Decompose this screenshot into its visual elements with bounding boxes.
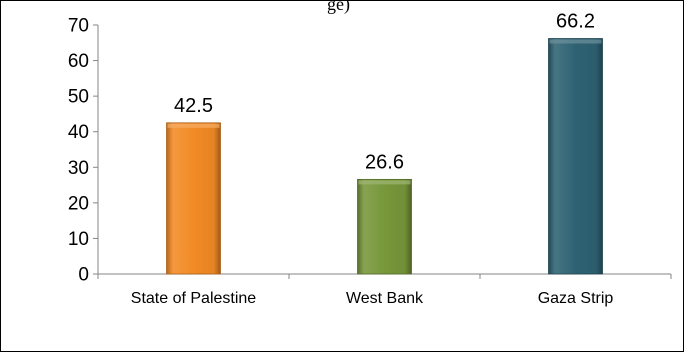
y-tick-label: 50 <box>68 87 89 108</box>
chart-title-fragment: ge) <box>327 1 350 15</box>
bar-top-bevel <box>358 180 411 185</box>
bar-gaza-strip <box>548 38 603 275</box>
bar-top-bevel <box>549 39 602 44</box>
y-tick-label: 60 <box>68 51 89 72</box>
bar-west-bank <box>357 178 412 275</box>
y-tick-label: 0 <box>78 265 89 286</box>
data-label: 42.5 <box>174 95 213 117</box>
data-label: 26.6 <box>365 151 404 173</box>
y-tick-label: 40 <box>68 122 89 143</box>
x-category-label: State of Palestine <box>131 290 257 307</box>
bar-state-of-palestine <box>166 122 221 275</box>
y-tick-label: 70 <box>68 16 89 37</box>
bar-top-bevel <box>167 123 220 128</box>
y-tick-label: 30 <box>68 158 89 179</box>
y-tick-label: 10 <box>68 229 89 250</box>
data-label: 66.2 <box>556 11 595 33</box>
x-category-label: West Bank <box>346 290 424 307</box>
x-category-label: Gaza Strip <box>538 290 614 307</box>
y-tick-label: 20 <box>68 193 89 214</box>
